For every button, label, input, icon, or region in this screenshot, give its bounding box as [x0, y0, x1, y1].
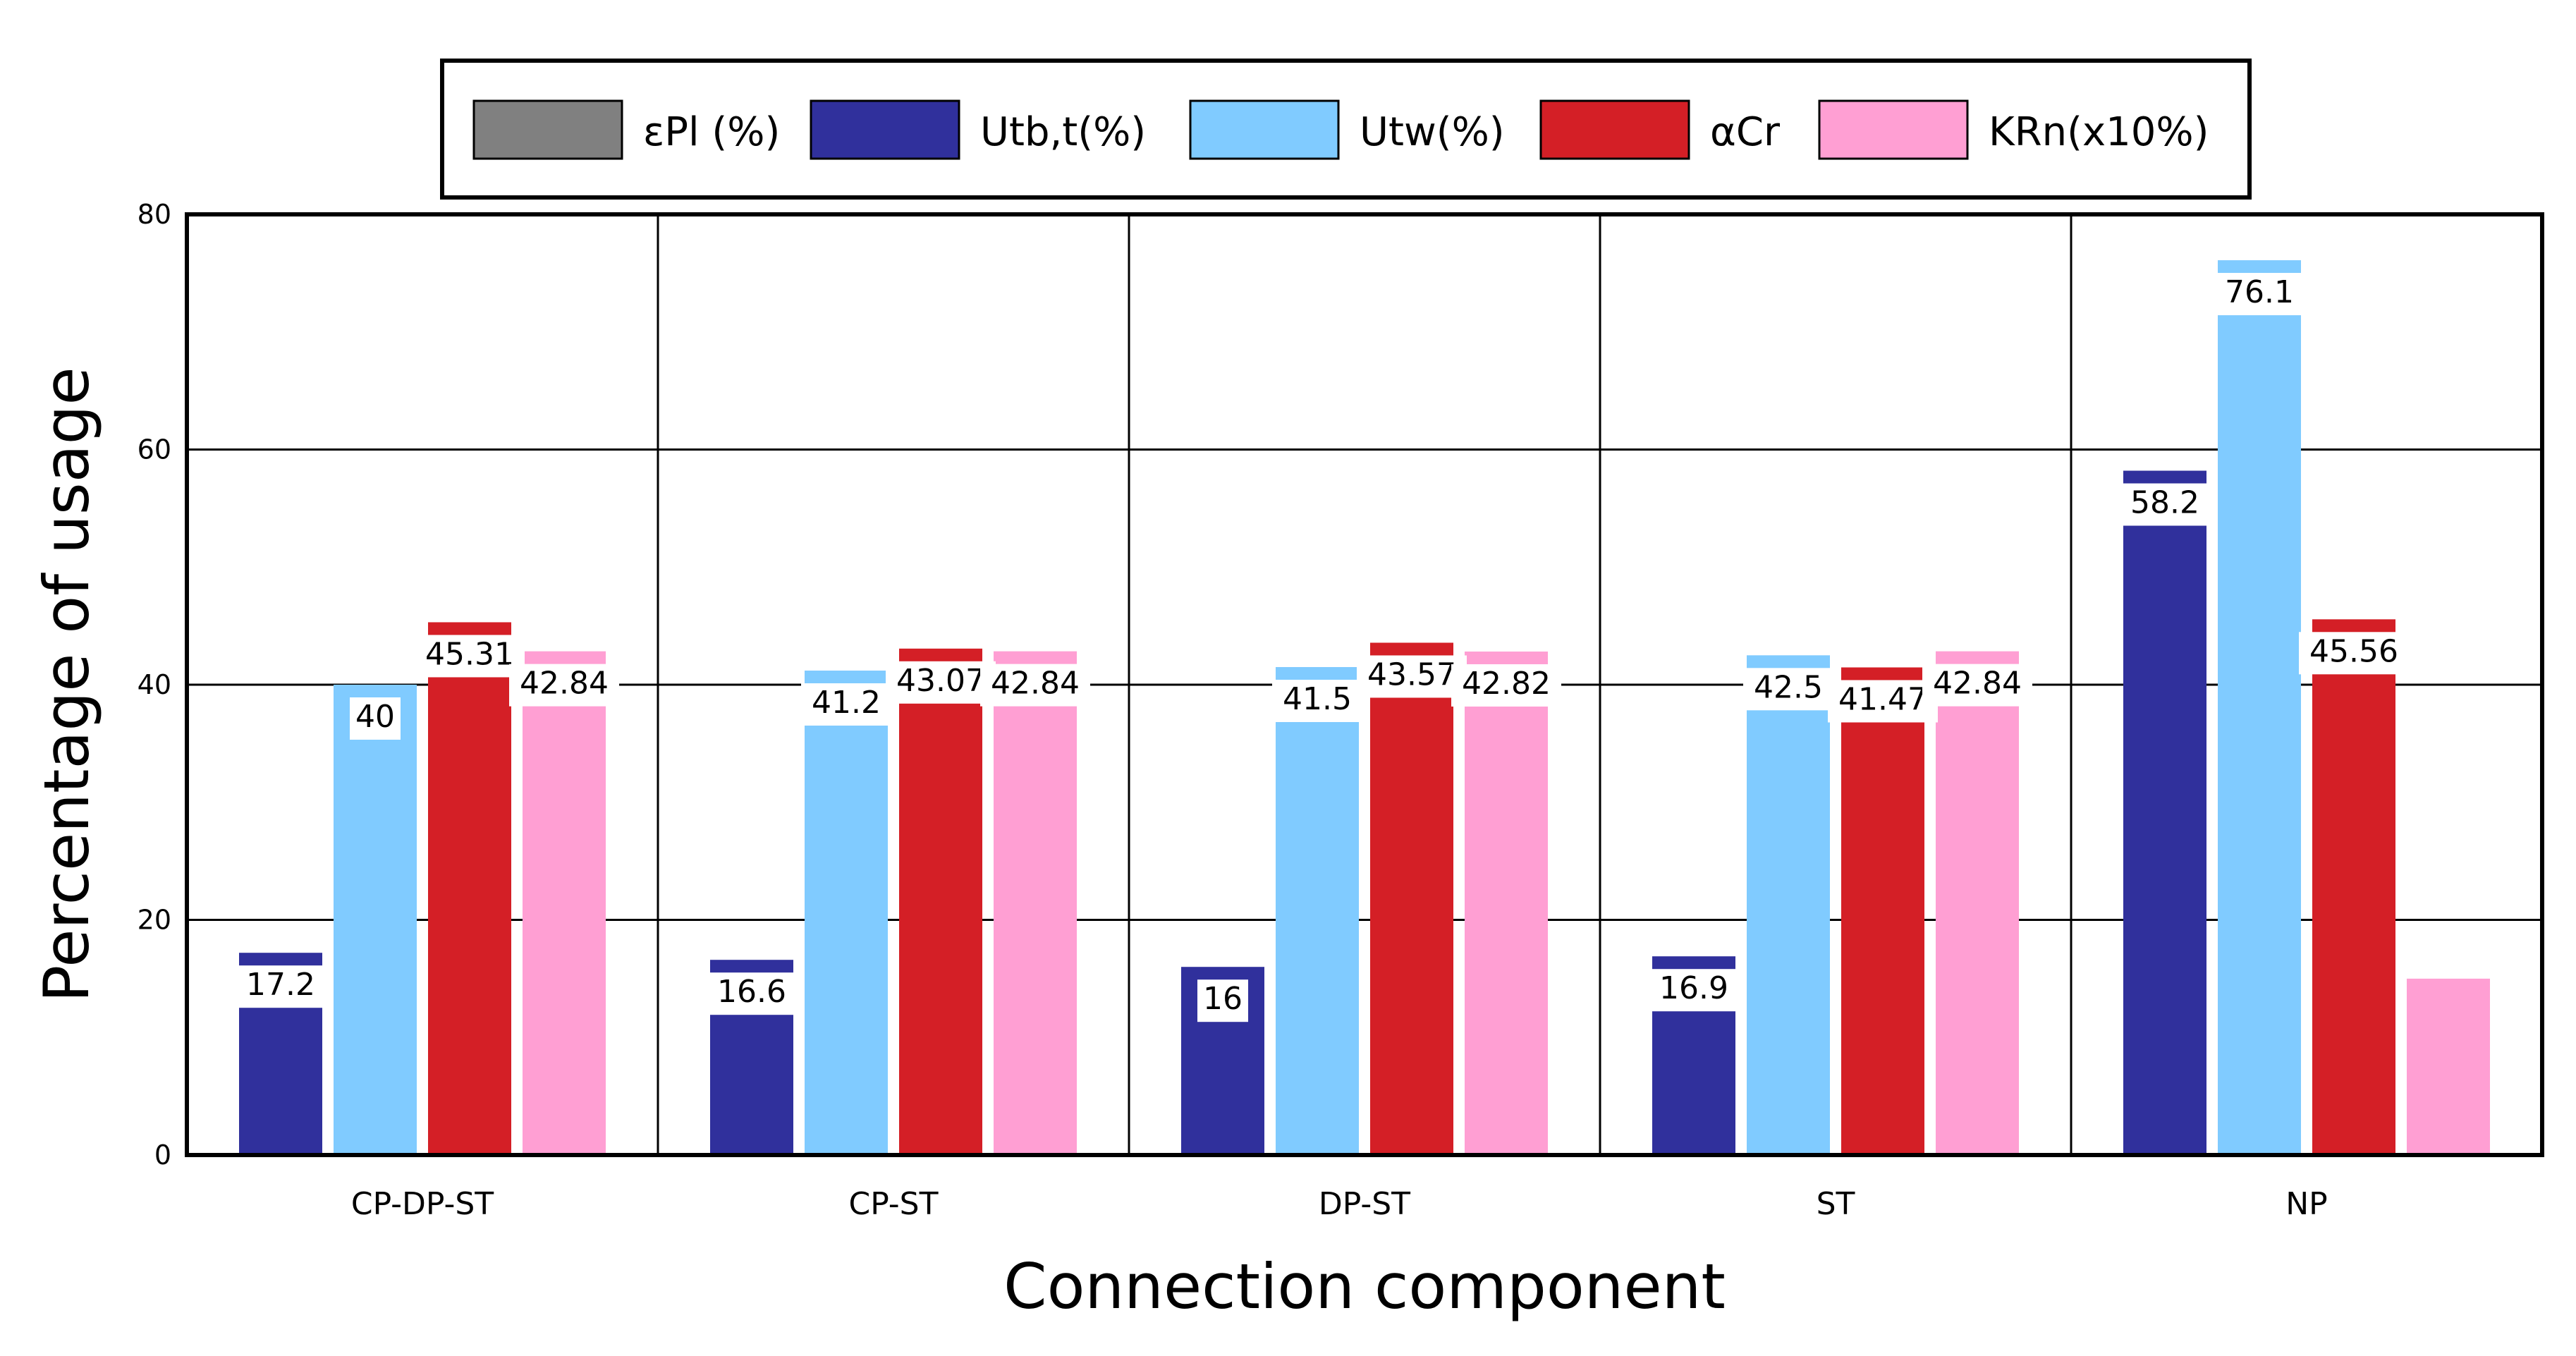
y-tick-label: 20 [138, 905, 171, 936]
data-label-box [415, 635, 525, 678]
data-label-box [801, 683, 891, 726]
data-label-box [509, 664, 619, 707]
legend-label: εPl (%) [643, 109, 780, 155]
data-label-box [886, 661, 996, 704]
y-tick-label: 60 [138, 434, 171, 465]
data-label-box [1272, 679, 1362, 722]
bar [2312, 619, 2395, 1155]
data-label: 58.2 [2130, 485, 2199, 521]
data-label: 40 [355, 699, 395, 735]
data-label: 16.9 [1659, 970, 1728, 1006]
legend-label: Utb,t(%) [980, 109, 1146, 155]
x-category-label: DP-ST [1319, 1186, 1410, 1222]
y-tick-label: 80 [138, 199, 171, 230]
data-label-box [980, 664, 1090, 707]
y-tick-label: 0 [154, 1140, 171, 1171]
y-axis-title: Percentage of usage [30, 367, 103, 1002]
bar [428, 622, 511, 1155]
legend-swatch [810, 99, 960, 160]
data-label-box [2120, 483, 2210, 526]
data-label: 45.56 [2309, 633, 2398, 669]
legend: εPl (%) Utb,t(%) Utw(%) αCr KRn(x10%) [440, 59, 2252, 200]
data-label-box [1197, 979, 1248, 1022]
legend-swatch [1539, 99, 1690, 160]
bar [994, 651, 1077, 1155]
data-label: 16 [1203, 981, 1243, 1017]
data-label: 42.84 [520, 666, 609, 702]
bar [1841, 667, 1924, 1155]
data-label-box [1828, 680, 1938, 723]
data-label-box [1743, 668, 1833, 711]
data-label: 43.57 [1367, 656, 1456, 692]
bar [1747, 655, 1830, 1155]
x-axis-title: Connection component [1003, 1250, 1726, 1323]
data-label: 42.5 [1754, 669, 1823, 705]
bar [1370, 642, 1453, 1155]
data-label: 45.31 [425, 636, 514, 672]
legend-swatch [1189, 99, 1340, 160]
data-label: 42.84 [991, 666, 1080, 702]
plot-frame [185, 212, 2544, 1157]
data-label: 41.2 [812, 685, 881, 721]
legend-label: KRn(x10%) [1989, 109, 2209, 155]
data-label-box [1451, 664, 1561, 707]
legend-swatch [1818, 99, 1969, 160]
x-category-label: CP-DP-ST [351, 1186, 494, 1222]
data-label-box [2214, 273, 2305, 316]
bar [2218, 260, 2301, 1156]
data-label-box [236, 965, 326, 1008]
data-label: 41.5 [1283, 681, 1352, 717]
x-category-label: ST [1817, 1186, 1855, 1222]
legend-label: Utw(%) [1360, 109, 1505, 155]
bar [523, 651, 606, 1155]
x-category-label: CP-ST [849, 1186, 939, 1222]
legend-swatch [472, 99, 623, 160]
data-label: 16.6 [717, 974, 786, 1010]
bar [2407, 978, 2490, 1155]
x-category-label: NP [2285, 1186, 2327, 1222]
data-label: 43.07 [896, 663, 985, 699]
data-label: 41.47 [1838, 681, 1927, 717]
data-label: 76.1 [2225, 274, 2294, 310]
bar [1936, 651, 2019, 1155]
data-label: 42.84 [1933, 666, 2022, 702]
data-label-box [1649, 969, 1739, 1012]
legend-label: αCr [1710, 109, 1781, 155]
bar [334, 685, 417, 1155]
bar [2123, 470, 2206, 1155]
data-label-box [1357, 655, 1467, 698]
data-label-box [350, 697, 401, 740]
data-label: 17.2 [246, 967, 315, 1003]
bar [1465, 651, 1548, 1155]
data-label-box [2299, 632, 2409, 675]
data-label-box [707, 972, 797, 1015]
data-label-box [1922, 664, 2032, 707]
y-tick-label: 40 [138, 669, 171, 700]
data-label: 42.82 [1462, 666, 1551, 702]
bar [1276, 666, 1359, 1155]
bar [805, 670, 888, 1155]
bar [899, 648, 982, 1155]
